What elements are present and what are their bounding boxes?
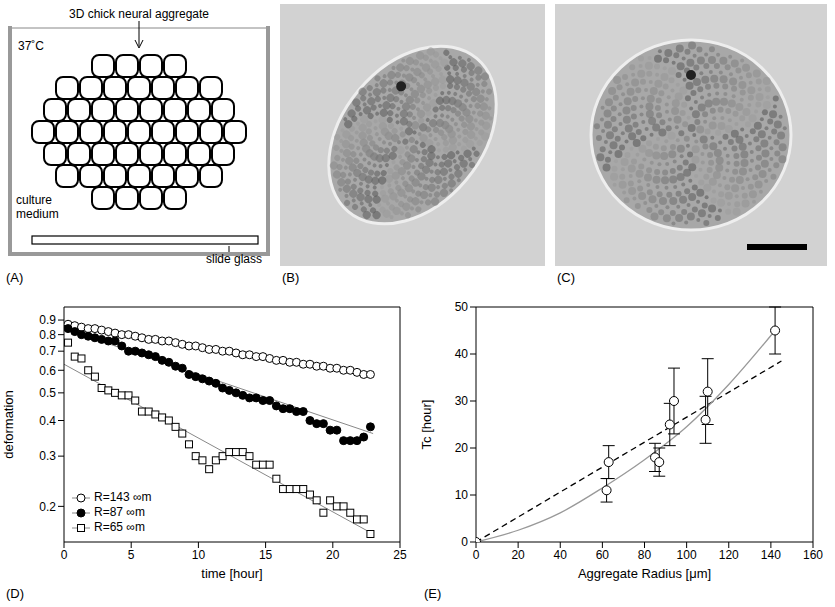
- svg-text:deformation: deformation: [1, 390, 16, 459]
- svg-text:40: 40: [455, 347, 469, 361]
- svg-text:0.4: 0.4: [39, 414, 56, 428]
- svg-text:160: 160: [803, 548, 823, 562]
- svg-text:0.7: 0.7: [39, 344, 56, 358]
- svg-text:0.9: 0.9: [39, 313, 56, 327]
- svg-text:0.6: 0.6: [39, 364, 56, 378]
- svg-text:Aggregate Radius [μm]: Aggregate Radius [μm]: [578, 566, 711, 581]
- svg-text:0.3: 0.3: [39, 449, 56, 463]
- svg-text:10: 10: [192, 548, 206, 562]
- svg-text:0: 0: [61, 548, 68, 562]
- svg-text:0.8: 0.8: [39, 328, 56, 342]
- svg-text:20: 20: [511, 548, 525, 562]
- svg-text:50: 50: [455, 300, 469, 314]
- html-text:R=65 ∞m: R=65 ∞m: [94, 520, 145, 534]
- svg-text:120: 120: [719, 548, 739, 562]
- svg-text:0.5: 0.5: [39, 386, 56, 400]
- svg-text:100: 100: [677, 548, 697, 562]
- svg-text:slide glass: slide glass: [206, 252, 262, 266]
- svg-text:15: 15: [259, 548, 273, 562]
- svg-text:20: 20: [326, 548, 340, 562]
- svg-text:80: 80: [638, 548, 652, 562]
- svg-text:140: 140: [761, 548, 781, 562]
- svg-text:25: 25: [393, 548, 407, 562]
- svg-text:5: 5: [128, 548, 135, 562]
- svg-text:0: 0: [473, 548, 480, 562]
- svg-text:40: 40: [554, 548, 568, 562]
- html-text:(B): (B): [282, 270, 300, 285]
- svg-text:time [hour]: time [hour]: [201, 566, 262, 581]
- svg-text:30: 30: [455, 394, 469, 408]
- svg-text:60: 60: [596, 548, 610, 562]
- svg-text:3D chick neural aggregate: 3D chick neural aggregate: [69, 7, 209, 21]
- html-text:R=143 ∞m: R=143 ∞m: [94, 490, 152, 504]
- svg-text:culturemedium: culturemedium: [16, 193, 59, 221]
- html-text:R=87 ∞m: R=87 ∞m: [94, 505, 145, 519]
- html-text:(D): (D): [6, 586, 24, 601]
- svg-text:20: 20: [455, 441, 469, 455]
- svg-text:Tc [hour]: Tc [hour]: [419, 400, 434, 450]
- html-text:(A): (A): [6, 270, 24, 285]
- html-text:(E): (E): [424, 586, 442, 601]
- svg-text:10: 10: [455, 488, 469, 502]
- svg-text:0.2: 0.2: [39, 500, 56, 514]
- html-text:(C): (C): [557, 270, 575, 285]
- svg-text:37˚C: 37˚C: [18, 39, 44, 53]
- svg-text:0: 0: [461, 535, 468, 549]
